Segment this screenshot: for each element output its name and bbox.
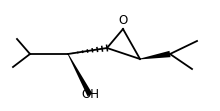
Polygon shape <box>140 51 171 59</box>
Polygon shape <box>68 54 92 96</box>
Text: O: O <box>118 15 128 28</box>
Text: OH: OH <box>81 88 99 101</box>
